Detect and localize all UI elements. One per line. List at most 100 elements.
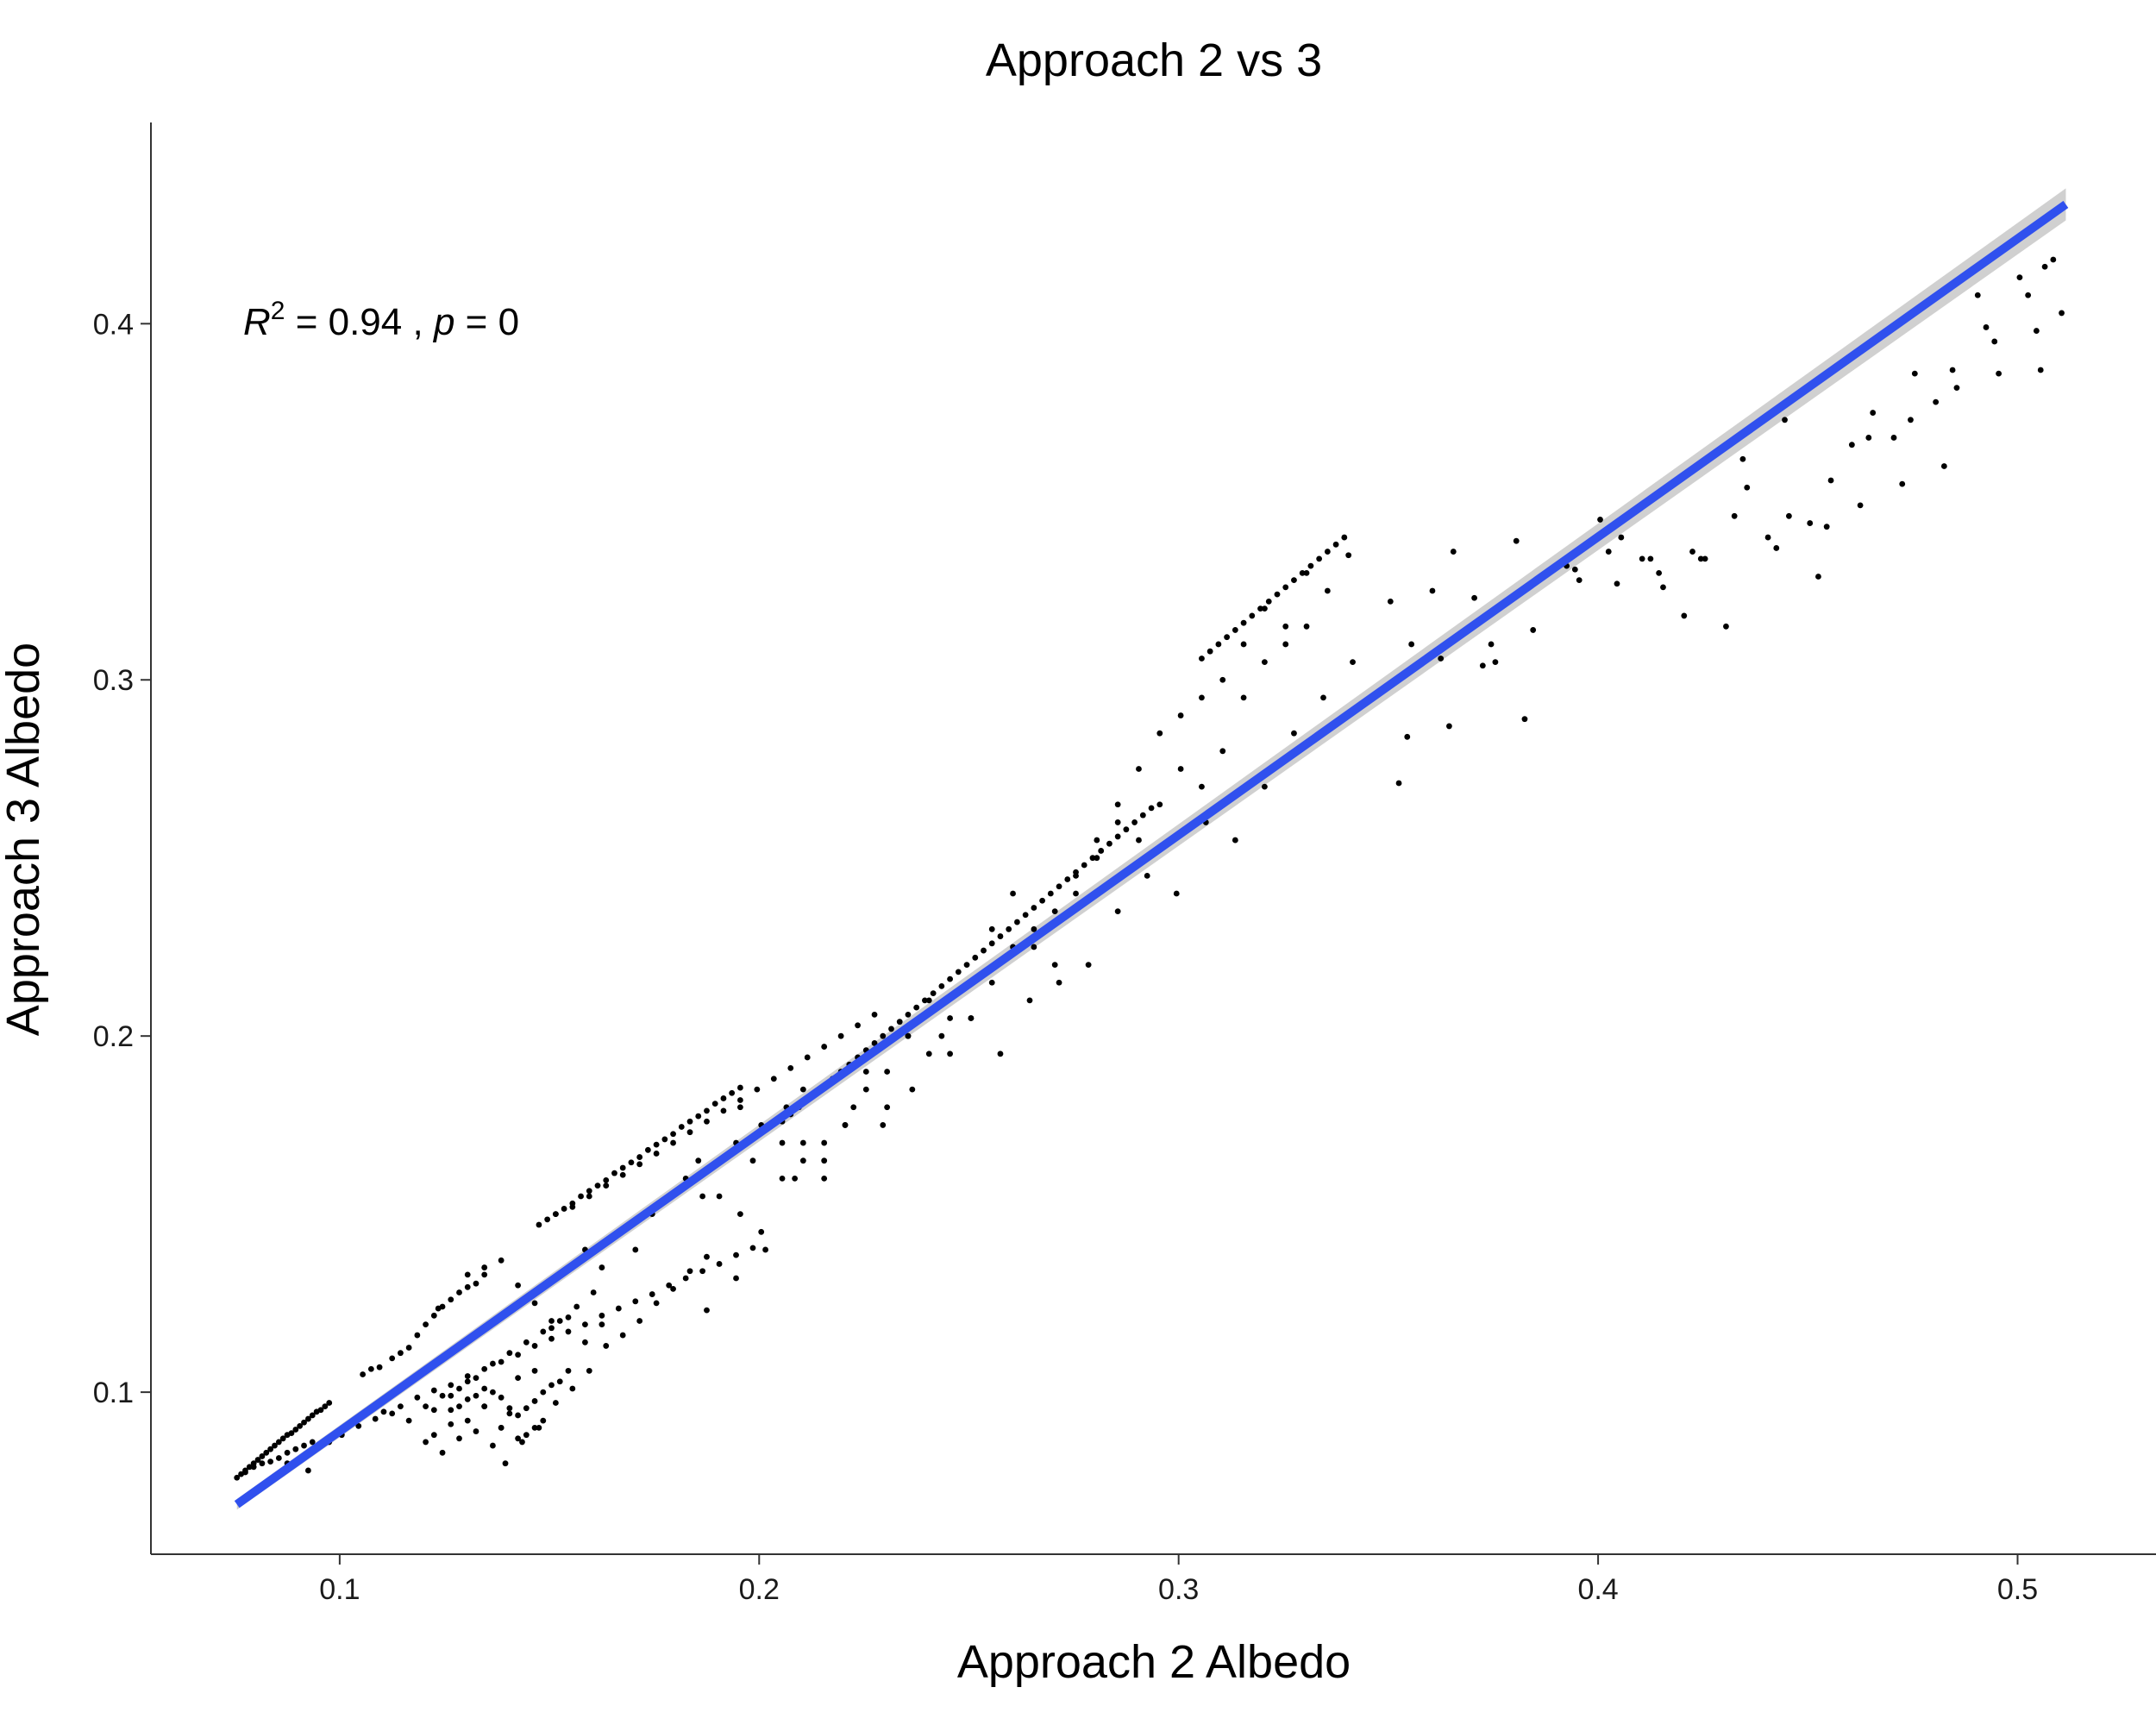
data-point <box>481 1385 488 1392</box>
data-point <box>938 982 945 989</box>
data-point <box>552 1400 559 1406</box>
data-point <box>699 1268 706 1275</box>
data-point <box>1136 766 1142 772</box>
data-point <box>1404 733 1411 740</box>
data-point <box>531 1300 538 1307</box>
data-point <box>1148 805 1155 812</box>
data-point <box>1324 549 1331 555</box>
x-tick-label: 0.4 <box>1577 1573 1618 1606</box>
data-point <box>1177 712 1184 718</box>
data-point <box>498 1257 505 1264</box>
data-point <box>1848 442 1855 448</box>
data-point <box>481 1264 488 1270</box>
data-point <box>414 1394 421 1401</box>
data-point <box>439 1392 446 1399</box>
data-point <box>498 1394 505 1401</box>
data-point <box>850 1104 857 1111</box>
data-point <box>1316 555 1323 562</box>
data-point <box>515 1352 522 1358</box>
data-point <box>464 1271 471 1278</box>
data-point <box>704 1118 710 1125</box>
data-point <box>1785 512 1792 519</box>
data-point <box>1131 819 1138 825</box>
data-point <box>1257 605 1263 612</box>
data-point <box>925 1051 932 1057</box>
data-point <box>1991 338 1998 345</box>
data-point <box>1240 641 1247 648</box>
data-point <box>1047 890 1054 897</box>
data-point <box>1073 872 1079 879</box>
data-point <box>367 1365 374 1372</box>
data-point <box>1807 520 1814 526</box>
data-point <box>686 1268 693 1275</box>
data-point <box>699 1193 706 1200</box>
data-point <box>619 1332 626 1339</box>
data-point <box>1219 676 1226 683</box>
data-point <box>804 1054 811 1061</box>
r-superscript: 2 <box>271 297 285 325</box>
data-point <box>305 1415 311 1422</box>
x-axis-title: Approach 2 Albedo <box>957 1636 1351 1688</box>
data-point <box>1320 694 1326 701</box>
data-point <box>372 1415 379 1422</box>
data-point <box>515 1412 522 1419</box>
data-point <box>481 1365 488 1372</box>
data-point <box>275 1455 282 1461</box>
data-point <box>506 1405 513 1412</box>
data-point <box>464 1373 471 1379</box>
regression-annotation: R2 = 0.94 , p = 0 <box>243 297 519 343</box>
data-point <box>2033 328 2040 334</box>
data-point <box>599 1264 605 1270</box>
data-point <box>711 1101 718 1107</box>
data-point <box>456 1289 462 1295</box>
data-point <box>1890 435 1897 441</box>
data-point <box>1530 627 1537 633</box>
data-point <box>430 1312 437 1319</box>
data-point <box>884 1069 891 1075</box>
data-point <box>430 1432 437 1439</box>
data-point <box>603 1343 610 1349</box>
data-point <box>716 1193 723 1200</box>
data-point <box>1660 584 1666 591</box>
data-point <box>837 1032 844 1039</box>
data-point <box>439 1449 446 1456</box>
data-point <box>1387 598 1394 605</box>
data-point <box>506 1410 513 1417</box>
data-point <box>599 1321 605 1328</box>
data-point <box>2037 367 2044 373</box>
data-point <box>1324 587 1331 594</box>
data-point <box>1261 783 1268 790</box>
data-point <box>582 1321 588 1328</box>
data-point <box>1282 641 1289 648</box>
data-point <box>565 1314 572 1320</box>
data-point <box>1940 463 1947 469</box>
data-point <box>2059 310 2065 317</box>
data-point <box>1815 574 1821 580</box>
data-point <box>292 1427 299 1433</box>
data-point <box>678 1124 685 1130</box>
data-point <box>267 1446 274 1452</box>
data-point <box>1291 577 1297 584</box>
data-point <box>594 1182 601 1189</box>
data-point <box>896 1019 903 1026</box>
data-point <box>1656 569 1663 576</box>
data-point <box>686 1129 693 1136</box>
data-point <box>670 1131 676 1138</box>
data-point <box>1094 837 1100 844</box>
data-point <box>1953 385 1960 392</box>
data-point <box>380 1408 387 1415</box>
data-point <box>1571 566 1578 573</box>
data-point <box>733 1251 739 1258</box>
data-point <box>515 1282 522 1289</box>
data-point <box>586 1193 592 1200</box>
data-point <box>464 1283 471 1290</box>
data-point <box>376 1364 383 1371</box>
data-point <box>779 1175 786 1182</box>
data-point <box>1106 840 1112 847</box>
data-point <box>1085 962 1092 968</box>
data-point <box>548 1318 555 1324</box>
data-point <box>1123 826 1130 833</box>
data-point <box>1639 555 1645 562</box>
data-point <box>355 1422 362 1429</box>
data-point <box>234 1474 241 1481</box>
